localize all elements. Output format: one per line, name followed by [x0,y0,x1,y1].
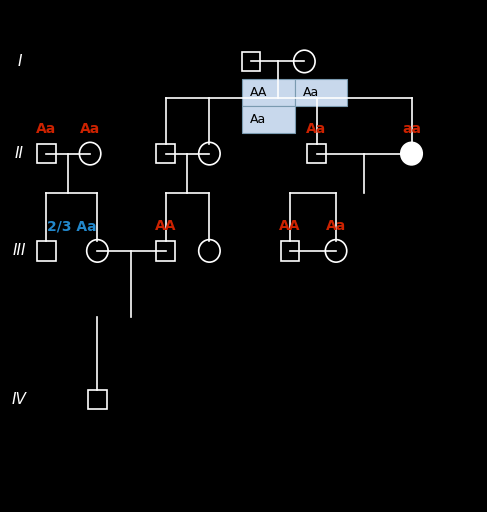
Text: AA: AA [279,219,300,233]
Text: III: III [13,243,26,259]
Circle shape [294,50,315,73]
Text: AA: AA [155,219,176,233]
Bar [88,390,107,409]
Text: II: II [15,146,24,161]
Bar [307,144,326,163]
Text: 2/3 Aa: 2/3 Aa [47,219,97,233]
Circle shape [199,240,220,262]
Text: Aa: Aa [36,122,56,136]
Bar [156,144,175,163]
Circle shape [401,142,422,165]
Bar [242,106,295,133]
Text: Aa: Aa [80,122,100,136]
Circle shape [87,240,108,262]
Bar [37,144,56,163]
Text: aa: aa [402,122,421,136]
Bar [37,241,56,261]
Text: Aa: Aa [302,86,319,99]
Bar [242,52,260,71]
Text: Aa: Aa [250,113,266,126]
Circle shape [79,142,101,165]
Circle shape [199,142,220,165]
Bar [156,241,175,261]
Circle shape [325,240,347,262]
Bar [242,79,295,106]
Text: Aa: Aa [306,122,327,136]
Text: I: I [17,54,22,69]
Bar [295,79,347,106]
Text: IV: IV [12,392,27,407]
Bar [281,241,299,261]
Text: Aa: Aa [326,219,346,233]
Text: AA: AA [250,86,267,99]
